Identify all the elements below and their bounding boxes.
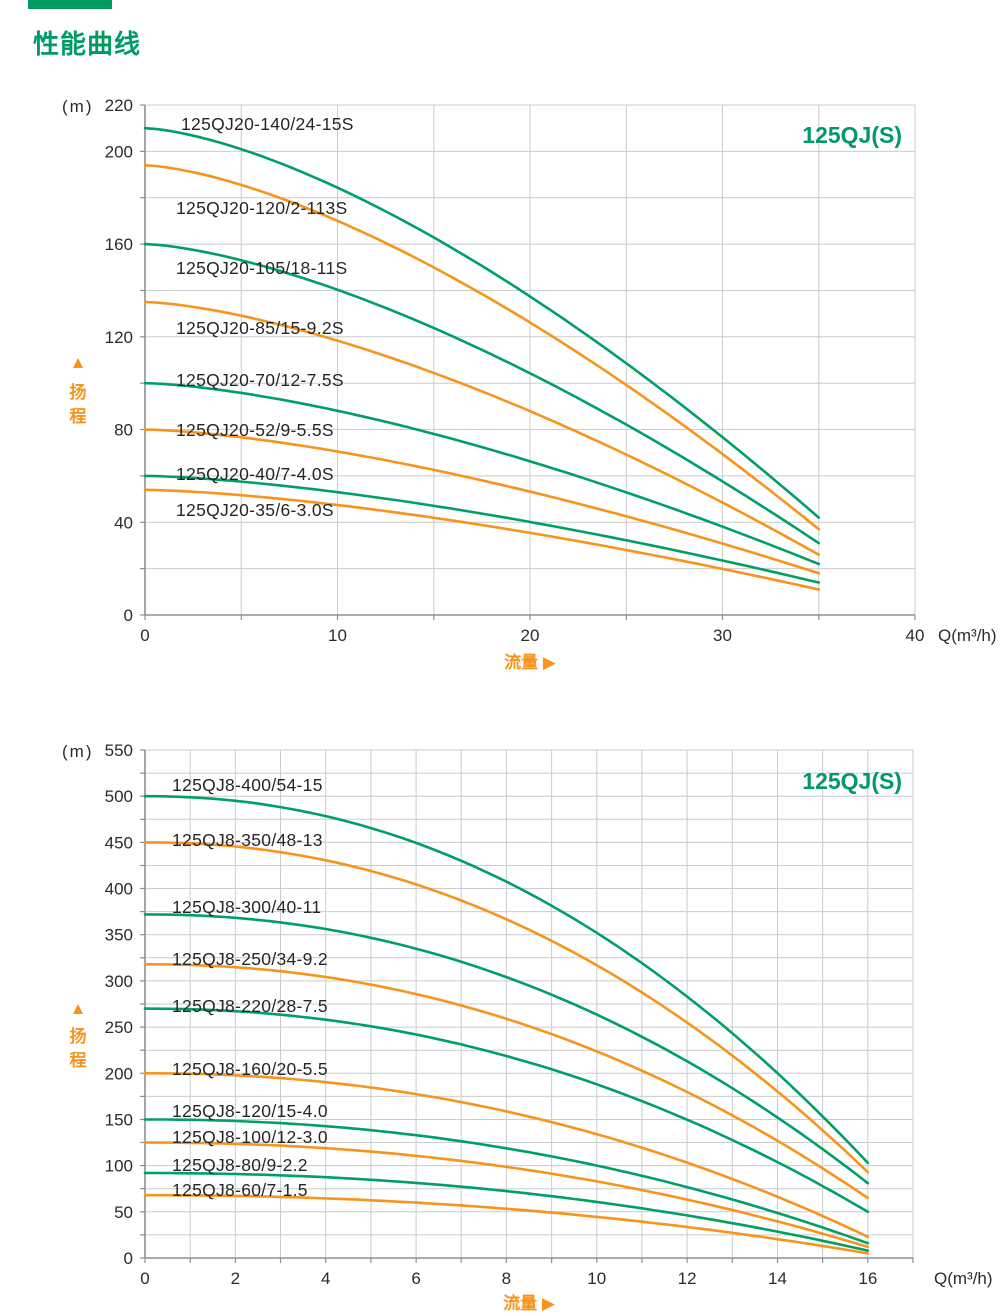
y-tick-label: 200 bbox=[105, 142, 133, 161]
curve-label: 125QJ20-70/12-7.5S bbox=[176, 370, 344, 390]
curve-label: 125QJ8-120/15-4.0 bbox=[172, 1101, 328, 1121]
x-tick-label: 30 bbox=[713, 626, 732, 645]
curve-label: 125QJ20-40/7-4.0S bbox=[176, 464, 334, 484]
flow-axis-label: 流量 ▶ bbox=[504, 652, 557, 672]
y-tick-label: 200 bbox=[105, 1064, 133, 1083]
y-tick-label: 160 bbox=[105, 235, 133, 254]
pump-curve bbox=[143, 164, 821, 531]
curve-label: 125QJ8-400/54-15 bbox=[172, 775, 323, 795]
y-axis-unit-label: (m) bbox=[62, 742, 93, 761]
y-tick-label: 50 bbox=[114, 1203, 133, 1222]
head-axis-label: 扬 bbox=[70, 382, 87, 402]
y-tick-label: 40 bbox=[114, 513, 133, 532]
y-tick-label: 550 bbox=[105, 741, 133, 760]
curve-label: 125QJ8-100/12-3.0 bbox=[172, 1127, 328, 1147]
curve-label: 125QJ20-85/15-9.2S bbox=[176, 318, 344, 338]
curve-label: 125QJ20-120/2-113S bbox=[176, 198, 347, 218]
x-axis-unit-label: Q(m³/h) bbox=[938, 626, 997, 645]
pump-curve bbox=[143, 428, 821, 575]
y-tick-label: 300 bbox=[105, 972, 133, 991]
curve-label: 125QJ8-220/28-7.5 bbox=[172, 996, 328, 1016]
pump-curve bbox=[143, 488, 821, 591]
pump-curve bbox=[143, 300, 821, 556]
y-axis-unit-label: (m) bbox=[62, 97, 93, 116]
chart-series-title: 125QJ(S) bbox=[802, 768, 902, 794]
curve-label: 125QJ8-60/7-1.5 bbox=[172, 1180, 308, 1200]
curve-label: 125QJ8-300/40-11 bbox=[172, 897, 321, 917]
curve-label: 125QJ20-35/6-3.0S bbox=[176, 500, 334, 520]
head-axis-arrow-icon: ▲ bbox=[70, 999, 87, 1018]
pump-curve bbox=[143, 1072, 870, 1239]
x-tick-label: 12 bbox=[678, 1269, 697, 1288]
y-tick-label: 500 bbox=[105, 787, 133, 806]
pump-curve bbox=[143, 1118, 870, 1245]
y-tick-label: 150 bbox=[105, 1110, 133, 1129]
y-tick-label: 350 bbox=[105, 926, 133, 945]
x-tick-label: 4 bbox=[321, 1269, 330, 1288]
x-tick-label: 40 bbox=[906, 626, 925, 645]
pump-curve bbox=[143, 381, 821, 566]
pump-curve bbox=[143, 963, 870, 1200]
pump-curve bbox=[143, 913, 870, 1185]
y-tick-label: 250 bbox=[105, 1018, 133, 1037]
x-tick-label: 10 bbox=[587, 1269, 606, 1288]
page-title: 性能曲线 bbox=[33, 29, 142, 59]
head-axis-label: 程 bbox=[70, 1051, 87, 1070]
chart-series-title: 125QJ(S) bbox=[802, 122, 902, 148]
curve-label: 125QJ20-105/18-11S bbox=[176, 258, 347, 278]
head-axis-arrow-icon: ▲ bbox=[70, 353, 87, 372]
x-axis-unit-label: Q(m³/h) bbox=[934, 1269, 993, 1288]
header-accent-fragment bbox=[28, 0, 112, 9]
x-tick-label: 10 bbox=[328, 626, 347, 645]
curve-label: 125QJ8-250/34-9.2 bbox=[172, 949, 328, 969]
curve-label: 125QJ20-52/9-5.5S bbox=[176, 420, 334, 440]
x-tick-label: 0 bbox=[140, 626, 149, 645]
head-axis-label: 程 bbox=[70, 407, 87, 426]
curve-label: 125QJ8-160/20-5.5 bbox=[172, 1059, 328, 1079]
x-tick-label: 14 bbox=[768, 1269, 787, 1288]
head-axis-label: 扬 bbox=[70, 1026, 87, 1046]
pump-curve bbox=[143, 474, 821, 584]
x-tick-label: 6 bbox=[411, 1269, 420, 1288]
y-tick-label: 220 bbox=[105, 96, 133, 115]
x-tick-label: 2 bbox=[231, 1269, 240, 1288]
y-tick-label: 0 bbox=[124, 1249, 133, 1268]
x-tick-label: 0 bbox=[140, 1269, 149, 1288]
curve-label: 125QJ8-350/48-13 bbox=[172, 830, 323, 850]
x-tick-label: 20 bbox=[521, 626, 540, 645]
pump-curve bbox=[143, 126, 821, 519]
y-tick-label: 400 bbox=[105, 880, 133, 899]
y-tick-label: 450 bbox=[105, 833, 133, 852]
y-tick-label: 100 bbox=[105, 1157, 133, 1176]
y-tick-label: 120 bbox=[105, 328, 133, 347]
pump-curve bbox=[143, 794, 870, 1165]
pump-curve bbox=[143, 1193, 870, 1255]
curve-label: 125QJ20-140/24-15S bbox=[181, 114, 354, 134]
x-tick-label: 8 bbox=[502, 1269, 511, 1288]
y-tick-label: 0 bbox=[124, 606, 133, 625]
flow-axis-label: 流量 ▶ bbox=[503, 1293, 556, 1313]
curve-label: 125QJ8-80/9-2.2 bbox=[172, 1155, 308, 1175]
pump-curve bbox=[143, 841, 870, 1174]
pump-curve bbox=[143, 242, 821, 545]
pump-curve bbox=[143, 1171, 870, 1252]
pump-curve bbox=[143, 1007, 870, 1214]
x-tick-label: 16 bbox=[858, 1269, 877, 1288]
pump-curve bbox=[143, 1141, 870, 1249]
y-tick-label: 80 bbox=[114, 421, 133, 440]
